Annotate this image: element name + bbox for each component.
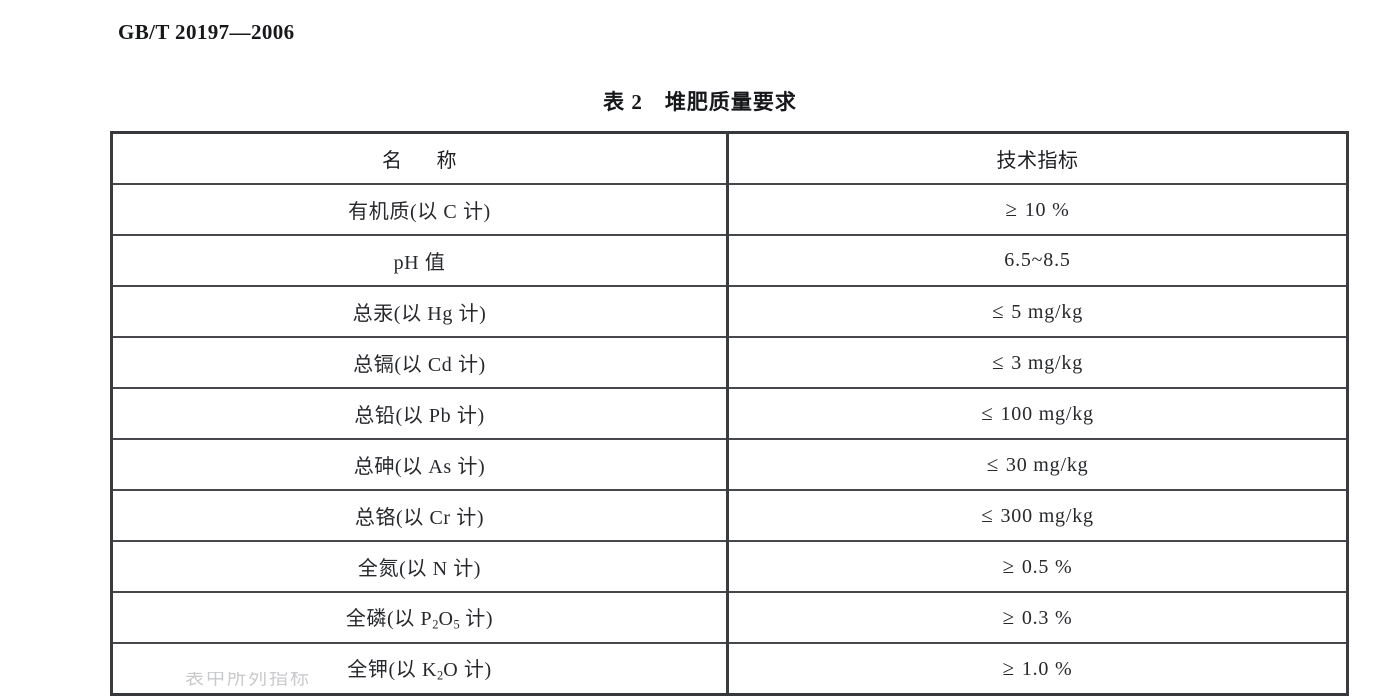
table-row: 全氮(以 N 计) ≥0.5 % xyxy=(110,540,1349,593)
cell-technical-index: ≥1.0 % xyxy=(726,642,1349,696)
value-text: 0.3 % xyxy=(1021,607,1073,629)
compost-quality-table-container: 名称 技术指标 有机质(以 C 计) ≥10 % pH 值 6.5~8.5 总汞(以 H… xyxy=(110,131,1349,696)
column-header-technical-index: 技术指标 xyxy=(726,131,1349,185)
table-row: 总铅(以 Pb 计) ≤100 mg/kg xyxy=(110,387,1349,440)
column-header-name: 名称 xyxy=(110,131,729,185)
comparator-symbol: ≥ xyxy=(1002,656,1015,680)
table-row: 总镉(以 Cd 计) ≤3 mg/kg xyxy=(110,336,1349,389)
cell-parameter-name: 总铅(以 Pb 计) xyxy=(110,387,729,440)
cell-parameter-name: 总镉(以 Cd 计) xyxy=(110,336,729,389)
comparator-symbol: ≤ xyxy=(991,350,1005,374)
table-row: 总砷(以 As 计) ≤30 mg/kg xyxy=(110,438,1349,491)
cell-parameter-name: 有机质(以 C 计) xyxy=(110,183,729,236)
value-text: 100 mg/kg xyxy=(1000,403,1094,425)
value-text: 30 mg/kg xyxy=(1005,454,1089,476)
table-header-row: 名称 技术指标 xyxy=(110,131,1349,185)
table-row: pH 值 6.5~8.5 xyxy=(110,234,1349,287)
cell-technical-index: ≤5 mg/kg xyxy=(726,285,1349,338)
cell-technical-index: ≥10 % xyxy=(726,183,1349,236)
table-row: 全钾(以 K2O 计) ≥1.0 % xyxy=(110,642,1349,696)
column-header-name-char2: 称 xyxy=(436,150,457,172)
value-text: 10 % xyxy=(1024,199,1070,221)
compost-quality-table: 名称 技术指标 有机质(以 C 计) ≥10 % pH 值 6.5~8.5 总汞(以 H… xyxy=(110,131,1349,696)
standard-number-header: GB/T 20197—2006 xyxy=(118,20,295,44)
cell-parameter-name: 全氮(以 N 计) xyxy=(110,540,729,593)
value-text: 1.0 % xyxy=(1021,658,1073,680)
comparator-symbol: ≤ xyxy=(986,452,999,476)
cell-technical-index: ≤30 mg/kg xyxy=(726,438,1349,491)
cell-parameter-name: 全磷(以 P2O5 计) xyxy=(110,591,729,644)
comparator-symbol: ≤ xyxy=(991,299,1005,323)
column-header-name-char1: 名 xyxy=(382,150,403,172)
comparator-symbol: ≤ xyxy=(981,503,994,527)
table-caption: 表 2 堆肥质量要求 xyxy=(0,86,1400,116)
value-text: 3 mg/kg xyxy=(1011,352,1084,374)
cell-technical-index: 6.5~8.5 xyxy=(726,234,1349,287)
cell-parameter-name: 总汞(以 Hg 计) xyxy=(110,285,729,338)
cell-parameter-name: 总砷(以 As 计) xyxy=(110,438,729,491)
table-body: 有机质(以 C 计) ≥10 % pH 值 6.5~8.5 总汞(以 Hg 计) ≤5 m… xyxy=(110,183,1349,696)
table-row: 全磷(以 P2O5 计) ≥0.3 % xyxy=(110,591,1349,644)
comparator-symbol: ≤ xyxy=(981,401,994,425)
table-row: 总汞(以 Hg 计) ≤5 mg/kg xyxy=(110,285,1349,338)
table-caption-title: 堆肥质量要求 xyxy=(664,90,797,114)
clipped-footnote: 表中所列指标 xyxy=(185,672,605,688)
cell-parameter-name: 总铬(以 Cr 计) xyxy=(110,489,729,542)
cell-technical-index: ≤100 mg/kg xyxy=(726,387,1349,440)
clipped-footnote-text: 表中所列指标 xyxy=(185,672,312,688)
comparator-symbol: ≥ xyxy=(1005,197,1018,221)
cell-parameter-name: pH 值 xyxy=(110,234,729,287)
value-text: 6.5~8.5 xyxy=(1004,249,1071,271)
table-row: 总铬(以 Cr 计) ≤300 mg/kg xyxy=(110,489,1349,542)
cell-technical-index: ≥0.5 % xyxy=(726,540,1349,593)
comparator-symbol: ≥ xyxy=(1002,554,1015,578)
comparator-symbol: ≥ xyxy=(1002,605,1015,629)
value-text: 300 mg/kg xyxy=(1000,505,1094,527)
cell-technical-index: ≥0.3 % xyxy=(726,591,1349,644)
cell-technical-index: ≤300 mg/kg xyxy=(726,489,1349,542)
value-text: 5 mg/kg xyxy=(1011,301,1084,323)
table-caption-number: 表 2 xyxy=(603,90,643,114)
table-row: 有机质(以 C 计) ≥10 % xyxy=(110,183,1349,236)
cell-technical-index: ≤3 mg/kg xyxy=(726,336,1349,389)
value-text: 0.5 % xyxy=(1021,556,1073,578)
